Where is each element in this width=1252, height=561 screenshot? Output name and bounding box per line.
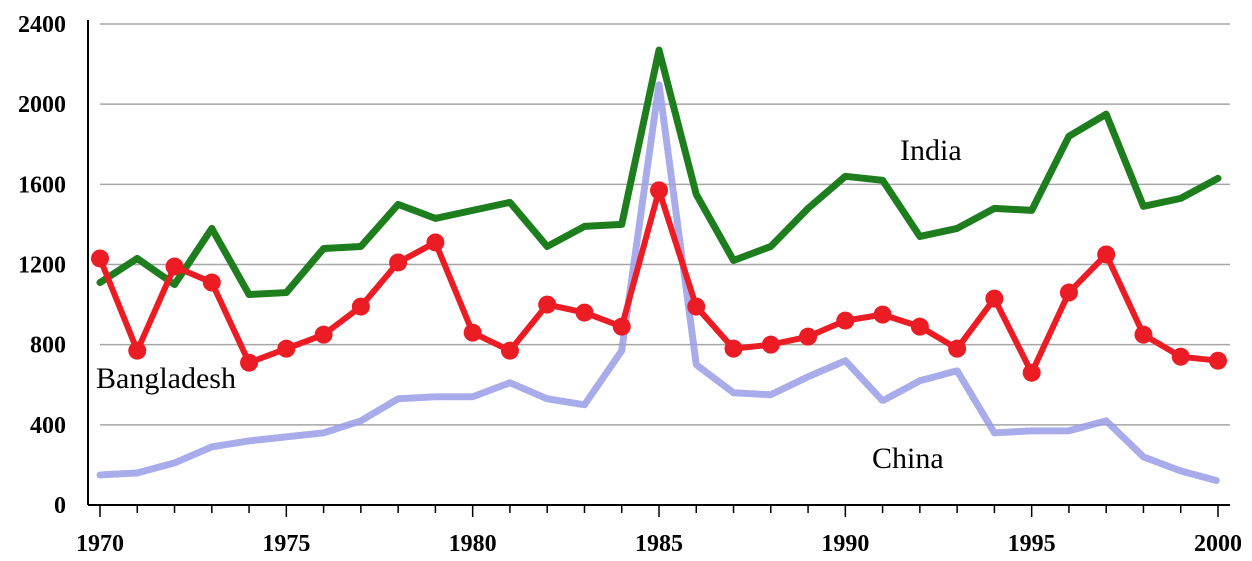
series-label-india: India	[900, 134, 962, 167]
x-tick-label: 1985	[635, 531, 683, 557]
data-point-bangladesh	[575, 303, 594, 322]
data-point-bangladesh	[91, 249, 109, 268]
series-label-china: China	[872, 442, 944, 475]
y-tick-label: 2000	[18, 92, 66, 118]
data-point-bangladesh	[910, 317, 929, 336]
data-point-bangladesh	[1171, 347, 1190, 366]
x-tick-label: 1975	[262, 531, 310, 557]
data-point-bangladesh	[1022, 363, 1041, 382]
data-point-bangladesh	[277, 339, 296, 358]
data-point-bangladesh	[538, 295, 557, 314]
data-point-bangladesh	[836, 311, 855, 330]
data-point-bangladesh	[1134, 325, 1153, 344]
data-point-bangladesh	[799, 327, 818, 346]
data-point-bangladesh	[1097, 245, 1116, 264]
y-tick-label: 1200	[18, 253, 66, 279]
data-point-bangladesh	[128, 341, 147, 360]
data-point-bangladesh	[314, 325, 333, 344]
data-point-bangladesh	[612, 317, 631, 336]
data-point-bangladesh	[761, 335, 780, 354]
data-point-bangladesh	[389, 253, 408, 272]
y-tick-label: 2400	[18, 12, 66, 38]
x-tick-label: 1980	[449, 531, 497, 557]
series-line-india	[96, 46, 1222, 299]
x-tick-label: 1990	[821, 531, 869, 557]
data-point-bangladesh	[165, 257, 184, 276]
series-label-bangladesh: Bangladesh	[96, 362, 236, 395]
data-point-bangladesh	[426, 233, 445, 252]
series-line-china	[96, 80, 1222, 485]
x-tick-label: 1995	[1008, 531, 1056, 557]
data-point-bangladesh	[351, 297, 370, 316]
data-point-bangladesh	[240, 353, 259, 372]
data-point-bangladesh	[687, 297, 706, 316]
data-point-bangladesh	[985, 289, 1004, 308]
data-point-bangladesh	[650, 181, 668, 200]
data-point-bangladesh	[724, 339, 743, 358]
data-point-bangladesh	[463, 323, 482, 342]
data-point-bangladesh	[202, 273, 221, 292]
data-point-bangladesh	[948, 339, 967, 358]
data-point-bangladesh	[1209, 351, 1227, 370]
y-tick-label: 1600	[18, 172, 66, 198]
x-tick-label: 2000	[1194, 531, 1242, 557]
axes	[87, 20, 1230, 517]
series-lines	[91, 46, 1227, 485]
labels: 0 400 800 1200 1600 2000 2400 1970 1975 1980 1985 1…	[18, 12, 1242, 557]
y-tick-label: 0	[54, 493, 66, 519]
y-tick-label: 800	[30, 333, 66, 359]
data-point-bangladesh	[500, 341, 519, 360]
data-point-bangladesh	[1059, 283, 1078, 302]
y-tick-label: 400	[30, 413, 66, 439]
x-tick-label: 1970	[76, 531, 124, 557]
data-point-bangladesh	[873, 305, 892, 324]
